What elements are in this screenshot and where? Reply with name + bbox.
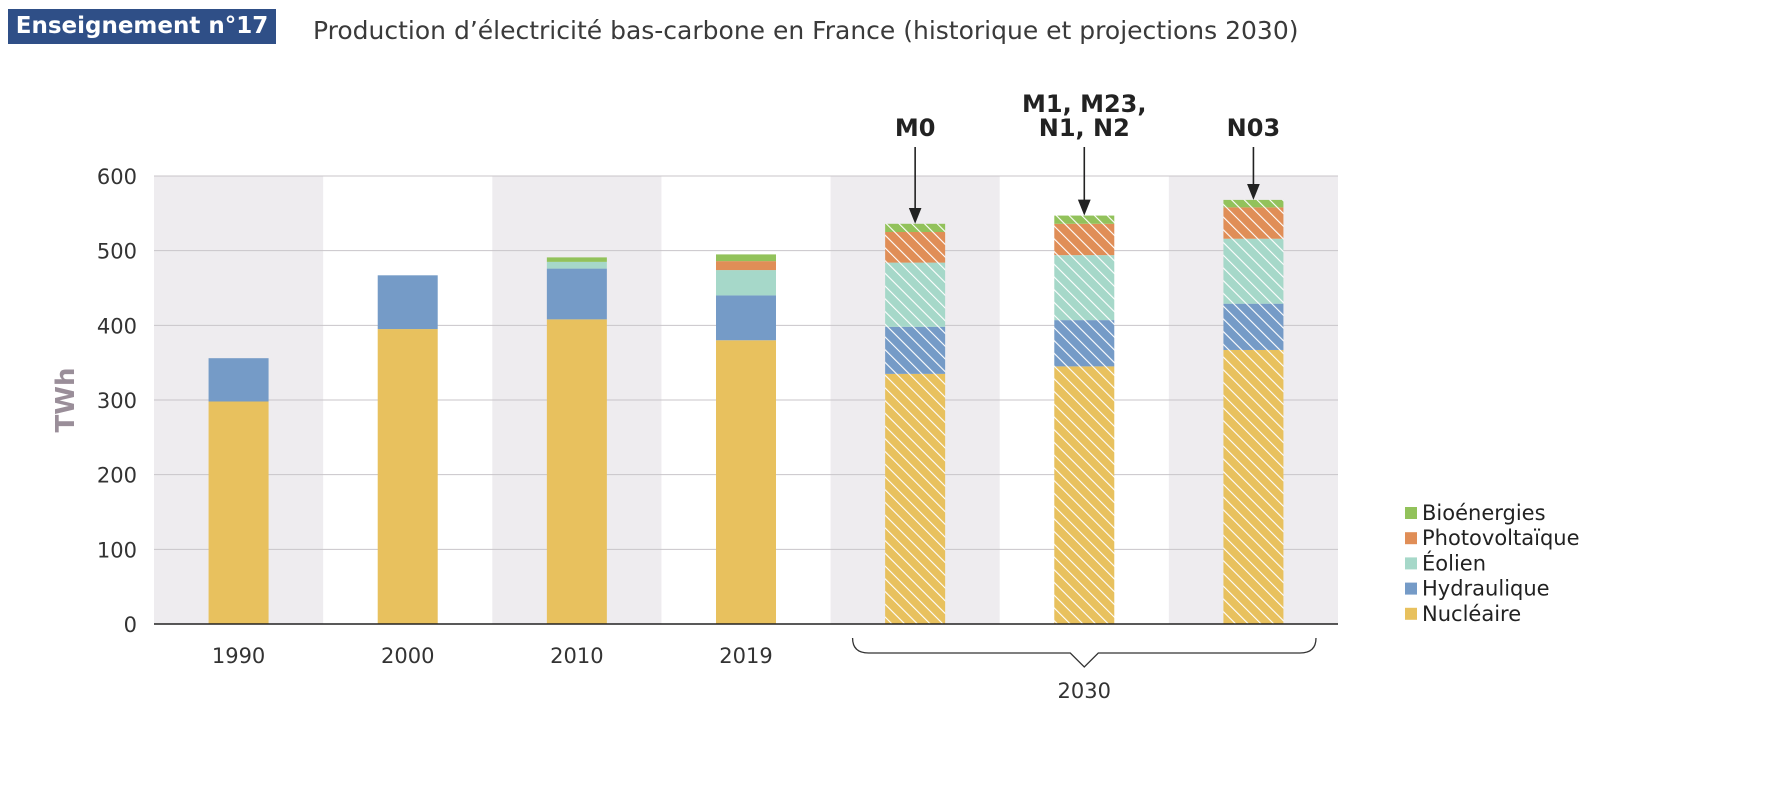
bar-segment	[546, 261, 607, 269]
legend-label: Hydraulique	[1422, 577, 1550, 601]
group-brace	[851, 637, 1317, 668]
chart-title: Production d’électricité bas-carbone en …	[313, 16, 1299, 45]
bar-segment	[546, 319, 607, 624]
bar-segment	[716, 295, 776, 341]
bar-segment	[1054, 366, 1115, 624]
bar-segment	[208, 358, 269, 402]
bar-segment	[1223, 238, 1284, 304]
bar-segment	[1054, 223, 1115, 256]
legend: BioénergiesPhotovoltaïqueÉolienHydrauliq…	[1405, 501, 1580, 626]
bar-segment	[1054, 320, 1115, 367]
x-tick-label: 2000	[381, 644, 434, 668]
scenario-annotations: M0 M1, M23,N1, N2 N03	[895, 90, 1280, 224]
bar-segment	[716, 254, 776, 262]
bar-segment	[885, 223, 946, 232]
bar-segment	[1054, 215, 1115, 224]
bar-segment	[377, 275, 438, 330]
scenario-label: N03	[1227, 114, 1280, 142]
bar-segment	[1054, 255, 1115, 321]
y-tick-label: 300	[97, 389, 137, 413]
y-tick-label: 0	[124, 613, 137, 637]
legend-label: Photovoltaïque	[1422, 526, 1580, 550]
legend-swatch	[1405, 507, 1417, 519]
bars	[208, 199, 1284, 624]
bar-segment	[885, 262, 946, 327]
y-tick-label: 600	[97, 165, 137, 189]
legend-swatch	[1405, 557, 1417, 570]
x-tick-label: 2010	[550, 644, 603, 668]
bar-segment	[1223, 199, 1284, 208]
bar-segment	[1223, 207, 1284, 239]
bar-segment	[885, 326, 946, 374]
y-tick-label: 200	[97, 464, 137, 488]
bar-segment	[1223, 349, 1284, 624]
bar-segment	[885, 373, 946, 624]
legend-swatch	[1405, 582, 1417, 595]
legend-swatch	[1405, 607, 1417, 620]
y-axis-label: TWh	[51, 368, 81, 433]
bar-segment	[716, 270, 776, 296]
legend-label: Éolien	[1422, 550, 1486, 575]
x-tick-label: 1990	[212, 644, 265, 668]
y-tick-label: 500	[97, 240, 137, 264]
legend-swatch	[1405, 532, 1417, 545]
bar-segment	[377, 329, 438, 624]
y-tick-label: 100	[97, 538, 137, 562]
scenario-label: M0	[895, 114, 936, 142]
x-tick-label: 2019	[719, 644, 772, 668]
group-label-2030: 2030	[1058, 679, 1111, 703]
legend-label: Nucléaire	[1422, 602, 1521, 626]
bar-segment	[716, 340, 776, 624]
bar-segment	[546, 257, 607, 262]
y-tick-label: 400	[97, 314, 137, 338]
lesson-badge: Enseignement n°17	[8, 9, 276, 44]
scenario-label: N1, N2	[1039, 114, 1130, 142]
bar-segment	[885, 232, 946, 263]
bar-segment	[1223, 303, 1284, 350]
bar-segment	[208, 401, 269, 624]
axes: 0 100 200 300 400 500 600 1990 2000 2010 2019 2030	[97, 165, 1338, 703]
legend-label: Bioénergies	[1422, 501, 1546, 525]
scenario-label: M1, M23,	[1022, 90, 1146, 118]
bar-segment	[546, 268, 607, 320]
bar-segment	[716, 261, 776, 271]
